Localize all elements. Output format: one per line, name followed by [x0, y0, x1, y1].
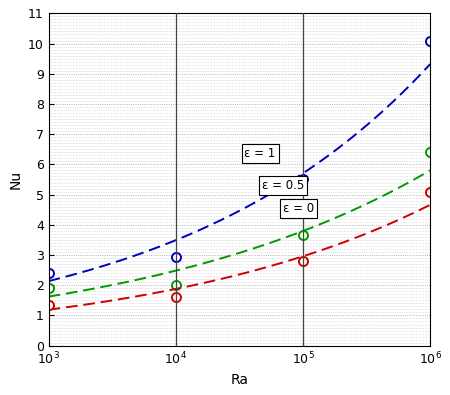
Text: ε = 0: ε = 0: [283, 202, 314, 215]
X-axis label: Ra: Ra: [230, 372, 248, 387]
Y-axis label: Nu: Nu: [9, 170, 22, 189]
Text: ε = 1: ε = 1: [244, 147, 276, 160]
Text: ε = 0.5: ε = 0.5: [262, 179, 305, 192]
